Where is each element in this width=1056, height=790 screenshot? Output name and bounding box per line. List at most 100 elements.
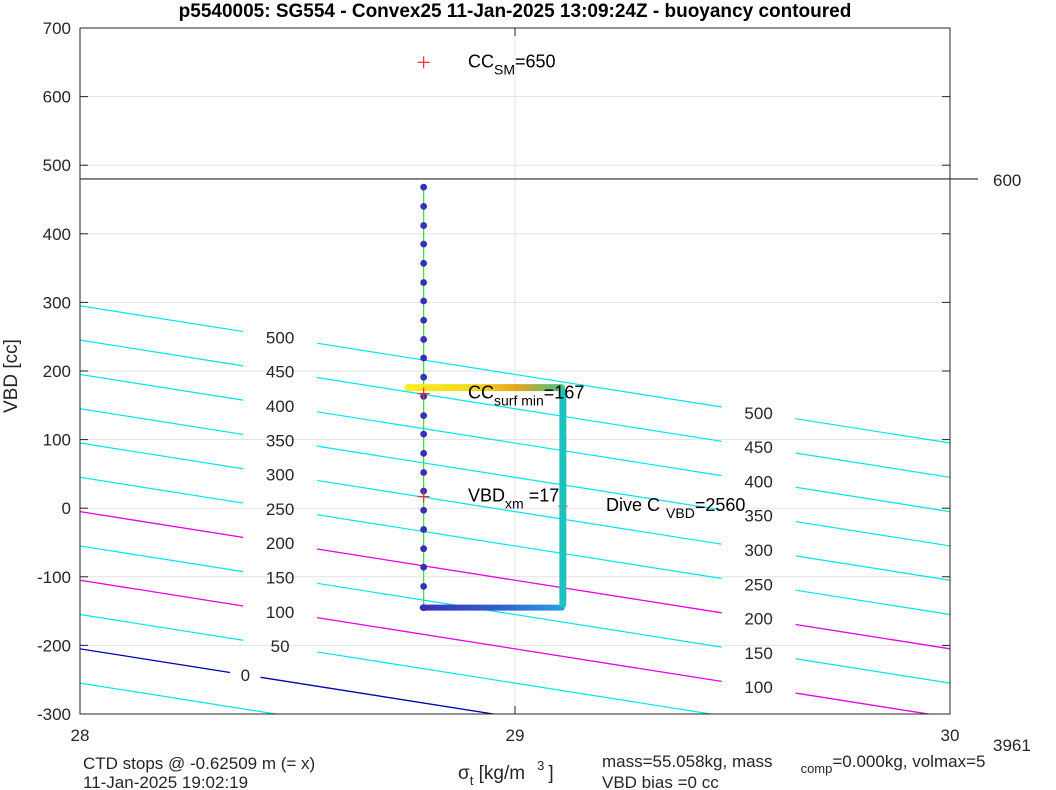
descent-point-bottom	[420, 604, 428, 612]
marker-label-2: VBDxm =17	[468, 486, 559, 512]
vbd-bias-label: VBD bias =0 cc	[602, 773, 719, 790]
contour-0-seg-2	[795, 418, 950, 444]
contour-label-right-8: 100	[744, 678, 772, 697]
contour-0-seg-0	[80, 305, 244, 333]
descent-point-18	[420, 526, 428, 533]
contour-8-seg-1	[316, 616, 722, 683]
y-axis-label: VBD [cc]	[1, 339, 22, 413]
contour-9-seg-1	[316, 651, 715, 714]
descent-point-9	[420, 354, 428, 362]
contour-6-seg-1	[316, 548, 722, 614]
contour-5-seg-1	[316, 514, 722, 580]
markers: CCSM=650 CCsurf min=167 VBDxm =17 Dive C VBD…	[417, 51, 745, 521]
descent-point-13	[420, 430, 428, 438]
mass-tail: =0.000kg, volmax=5	[832, 752, 985, 771]
contour-9-seg-0	[80, 613, 244, 641]
contour-4-seg-2	[795, 555, 950, 581]
contour-3-seg-0	[80, 408, 244, 436]
timestamp-label: 11-Jan-2025 19:02:19	[83, 773, 248, 790]
ctd-stops-label: CTD stops @ -0.62509 m (= x)	[83, 754, 315, 773]
contour-5-seg-0	[80, 476, 244, 504]
mass-main: mass=55.058kg, mass	[602, 752, 773, 771]
contour-label-right-6: 200	[744, 610, 772, 629]
contour-label-left-7: 150	[266, 568, 294, 587]
chart-title: p5540005: SG554 - Convex25 11-Jan-2025 1…	[179, 1, 852, 22]
contour-label-left-2: 400	[266, 397, 294, 416]
x-label-main: σ	[458, 763, 470, 784]
contour-11-seg-1	[400, 734, 454, 743]
y-tick-label-9: 600	[43, 88, 71, 107]
descent-point-8	[420, 336, 428, 343]
bottom-segment	[419, 604, 565, 611]
contour-10-seg-0	[80, 648, 231, 674]
y-tick-label-2: -100	[37, 568, 71, 587]
contour-6-seg-0	[80, 510, 244, 538]
contour-8-seg-2	[795, 692, 933, 714]
descent-point-19	[420, 545, 428, 553]
descent-point-6	[420, 297, 428, 305]
contour-4-seg-1	[316, 479, 722, 545]
y-tick-label-7: 400	[43, 225, 71, 244]
contour-label-right-1: 450	[744, 438, 772, 457]
descent-point-21	[420, 583, 428, 590]
y-tick-label-10: 700	[43, 19, 71, 38]
contour-3-seg-1	[316, 445, 722, 511]
marker-label-0: CCSM=650	[468, 51, 556, 77]
descent-point-4	[420, 259, 428, 267]
contour-1-seg-2	[795, 452, 950, 478]
reference-line-label: 600	[993, 171, 1021, 190]
x-axis-label: σt [kg/m 3]	[458, 758, 554, 788]
descent-point-15	[420, 469, 428, 476]
contour-label-left-5: 250	[266, 500, 294, 519]
contour-label-left-9: 50	[271, 637, 290, 656]
descent-point-5	[420, 279, 428, 286]
contour-lines: 500450400350300250200150100500-505004504…	[80, 305, 950, 751]
descent-point-10	[420, 373, 428, 381]
y-tick-label-0: -300	[37, 705, 71, 724]
descent-point-17	[420, 506, 428, 514]
contour-5-seg-2	[795, 589, 950, 616]
y-tick-label-6: 300	[43, 293, 71, 312]
contour-label-left-11: -50	[350, 719, 375, 738]
marker-label-1: CCsurf min=167	[468, 383, 584, 409]
contour-2-seg-0	[80, 373, 244, 401]
ascent-segment	[559, 388, 567, 608]
x-label-unit: [kg/m	[473, 763, 525, 784]
x-label-sub: t	[470, 773, 474, 788]
dive-c-label: Dive C VBD=2560	[606, 495, 745, 521]
y-tick-label-8: 500	[43, 156, 71, 175]
y-tick-label-3: 0	[62, 499, 71, 518]
contour-8-seg-0	[80, 579, 244, 607]
contour-7-seg-2	[795, 658, 950, 684]
contour-7-seg-0	[80, 545, 244, 573]
contour-2-seg-1	[316, 411, 722, 477]
descent-point-20	[420, 563, 428, 571]
mass-label: mass=55.058kg, mass comp=0.000kg, volmax=…	[602, 752, 985, 776]
contour-label-right-2: 400	[744, 472, 772, 491]
x-tick-label-2: 30	[941, 726, 960, 745]
contour-7-seg-1	[316, 582, 722, 648]
x-tick-label-1: 29	[506, 726, 525, 745]
y-tick-label-1: -200	[37, 636, 71, 655]
descent-point-1	[420, 202, 428, 210]
contour-label-left-10: 0	[241, 666, 250, 685]
descent-point-7	[420, 316, 428, 324]
contour-9-seg-2	[796, 727, 950, 751]
descent-point-3	[420, 240, 428, 248]
surface-segment	[404, 384, 565, 392]
contour-label-right-4: 300	[744, 541, 772, 560]
contour-label-left-0: 500	[266, 328, 294, 347]
contour-label-right-3: 350	[744, 507, 772, 526]
descent-point-14	[420, 449, 428, 457]
y-tick-label-4: 100	[43, 431, 71, 450]
contour-label-right-0: 500	[744, 404, 772, 423]
x-tick-label-0: 28	[71, 726, 90, 745]
contour-10-seg-1	[260, 676, 498, 714]
descent-point-12	[420, 412, 428, 419]
x-label-close: ]	[548, 763, 553, 784]
descent-point-0	[420, 183, 428, 191]
descent-point-2	[420, 222, 428, 229]
mass-comp-sub: comp	[801, 761, 833, 776]
